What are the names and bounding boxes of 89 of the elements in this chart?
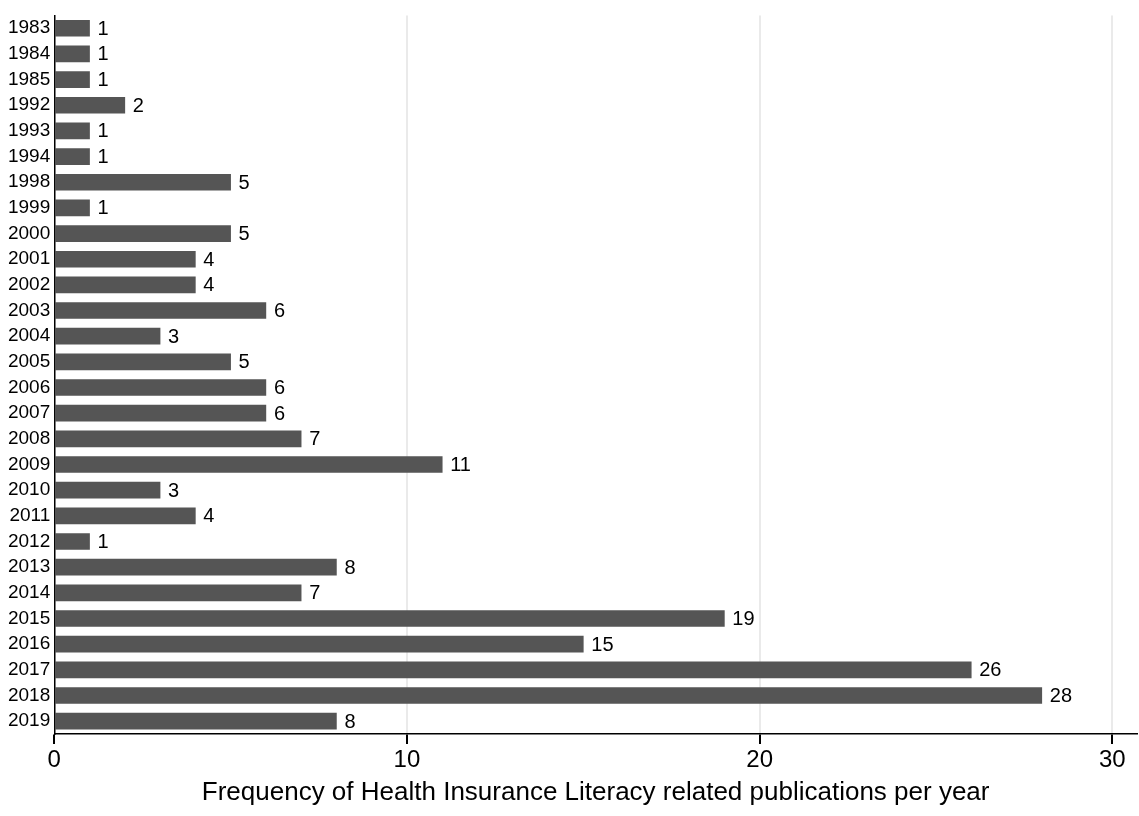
- data-label: 5: [238, 350, 250, 373]
- bar: [54, 302, 267, 319]
- y-tick-label: 2010: [7, 478, 51, 500]
- bar: [54, 584, 302, 602]
- bar: [54, 225, 231, 242]
- bar: [54, 481, 161, 499]
- y-tick-label: 1993: [7, 119, 51, 141]
- y-tick-label: 1999: [7, 196, 51, 218]
- data-label: 6: [273, 299, 285, 322]
- bar: [54, 456, 443, 473]
- y-tick-label: 2017: [7, 658, 51, 680]
- bar: [54, 635, 584, 653]
- data-label: 1: [97, 145, 109, 168]
- y-tick-label: 2008: [7, 427, 51, 449]
- data-label: 1: [97, 42, 109, 65]
- data-label: 28: [1049, 684, 1073, 707]
- bar: [54, 199, 90, 217]
- bar: [54, 558, 337, 576]
- bar: [54, 71, 90, 88]
- y-tick-label: 2011: [9, 504, 51, 526]
- y-tick-label: 2016: [7, 632, 51, 654]
- x-tick-label: 20: [746, 745, 773, 773]
- y-tick-label: 2019: [7, 709, 51, 731]
- data-label: 15: [591, 632, 614, 655]
- y-tick-label: 2009: [7, 452, 51, 474]
- data-label: 7: [309, 427, 321, 450]
- y-tick-label: 1985: [7, 67, 51, 89]
- x-tick-label: 30: [1098, 745, 1126, 773]
- y-tick-label: 2000: [7, 221, 51, 243]
- bar: [54, 687, 1043, 704]
- y-tick-label: 2005: [7, 350, 51, 372]
- data-label: 1: [97, 196, 109, 219]
- data-label: 1: [97, 16, 109, 39]
- data-label: 26: [979, 658, 1002, 681]
- bar: [54, 379, 267, 396]
- data-label: 5: [238, 222, 250, 245]
- data-label: 2: [132, 93, 144, 116]
- y-tick-label: 2004: [7, 324, 51, 346]
- bar: [54, 610, 725, 627]
- y-tick-label: 2001: [7, 247, 51, 269]
- bar: [54, 45, 90, 63]
- data-label: 8: [344, 555, 356, 578]
- bar: [54, 353, 231, 371]
- y-tick-label: 2002: [7, 273, 51, 295]
- x-axis-title: Frequency of Health Insurance Literacy related publications per year: [201, 775, 990, 806]
- y-tick-label: 1983: [7, 16, 51, 38]
- bar: [54, 276, 196, 294]
- y-tick-label: 1992: [7, 93, 51, 115]
- bar: [54, 533, 90, 550]
- bar: [54, 661, 972, 679]
- bar: [54, 148, 90, 165]
- bar: [54, 712, 337, 730]
- data-label: 3: [168, 324, 180, 347]
- data-label: 1: [97, 530, 109, 553]
- data-label: 1: [97, 68, 109, 91]
- y-tick-label: 1998: [7, 170, 51, 192]
- bar: [54, 19, 90, 37]
- y-tick-label: 2006: [7, 375, 51, 397]
- data-label: 8: [344, 709, 356, 732]
- bar: [54, 507, 196, 525]
- data-label: 6: [273, 401, 285, 424]
- data-label: 4: [203, 504, 215, 527]
- bar: [54, 430, 302, 448]
- y-tick-label: 2013: [7, 555, 51, 577]
- data-label: 1: [97, 119, 109, 142]
- y-tick-label: 2007: [7, 401, 51, 423]
- y-tick-label: 2012: [7, 529, 51, 551]
- data-label: 6: [273, 376, 285, 399]
- data-label: 11: [450, 453, 471, 476]
- bar: [54, 327, 161, 345]
- y-tick-label: 1994: [7, 144, 51, 166]
- y-tick-label: 2015: [7, 606, 51, 628]
- bar: [54, 173, 231, 191]
- y-tick-label: 2018: [7, 683, 51, 705]
- data-label: 5: [238, 170, 250, 193]
- bar: [54, 404, 267, 422]
- x-tick-label: 0: [47, 745, 61, 773]
- bar: [54, 96, 126, 114]
- bar: [54, 250, 196, 268]
- data-label: 4: [203, 273, 215, 296]
- y-tick-label: 2003: [7, 298, 51, 320]
- data-label: 3: [168, 478, 180, 501]
- y-tick-label: 1984: [7, 42, 51, 64]
- y-tick-label: 2014: [7, 581, 51, 603]
- data-label: 4: [203, 247, 215, 270]
- data-label: 19: [732, 607, 755, 630]
- x-tick-label: 10: [393, 745, 421, 773]
- bar: [54, 122, 90, 140]
- data-label: 7: [309, 581, 321, 604]
